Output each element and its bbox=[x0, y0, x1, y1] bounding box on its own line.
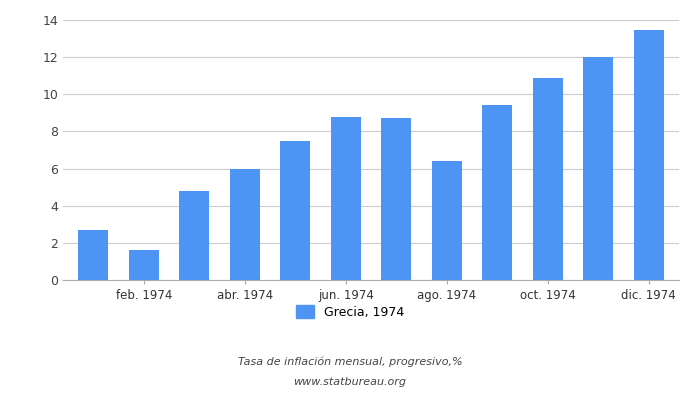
Bar bbox=[381, 118, 412, 280]
Bar bbox=[280, 141, 310, 280]
Bar bbox=[583, 57, 613, 280]
Bar bbox=[179, 191, 209, 280]
Bar bbox=[230, 168, 260, 280]
Bar bbox=[129, 250, 159, 280]
Legend: Grecia, 1974: Grecia, 1974 bbox=[290, 300, 410, 324]
Bar bbox=[482, 106, 512, 280]
Bar bbox=[78, 230, 108, 280]
Bar bbox=[330, 116, 361, 280]
Text: www.statbureau.org: www.statbureau.org bbox=[293, 377, 407, 387]
Text: Tasa de inflación mensual, progresivo,%: Tasa de inflación mensual, progresivo,% bbox=[238, 357, 462, 367]
Bar bbox=[533, 78, 563, 280]
Bar bbox=[634, 30, 664, 280]
Bar bbox=[432, 161, 462, 280]
